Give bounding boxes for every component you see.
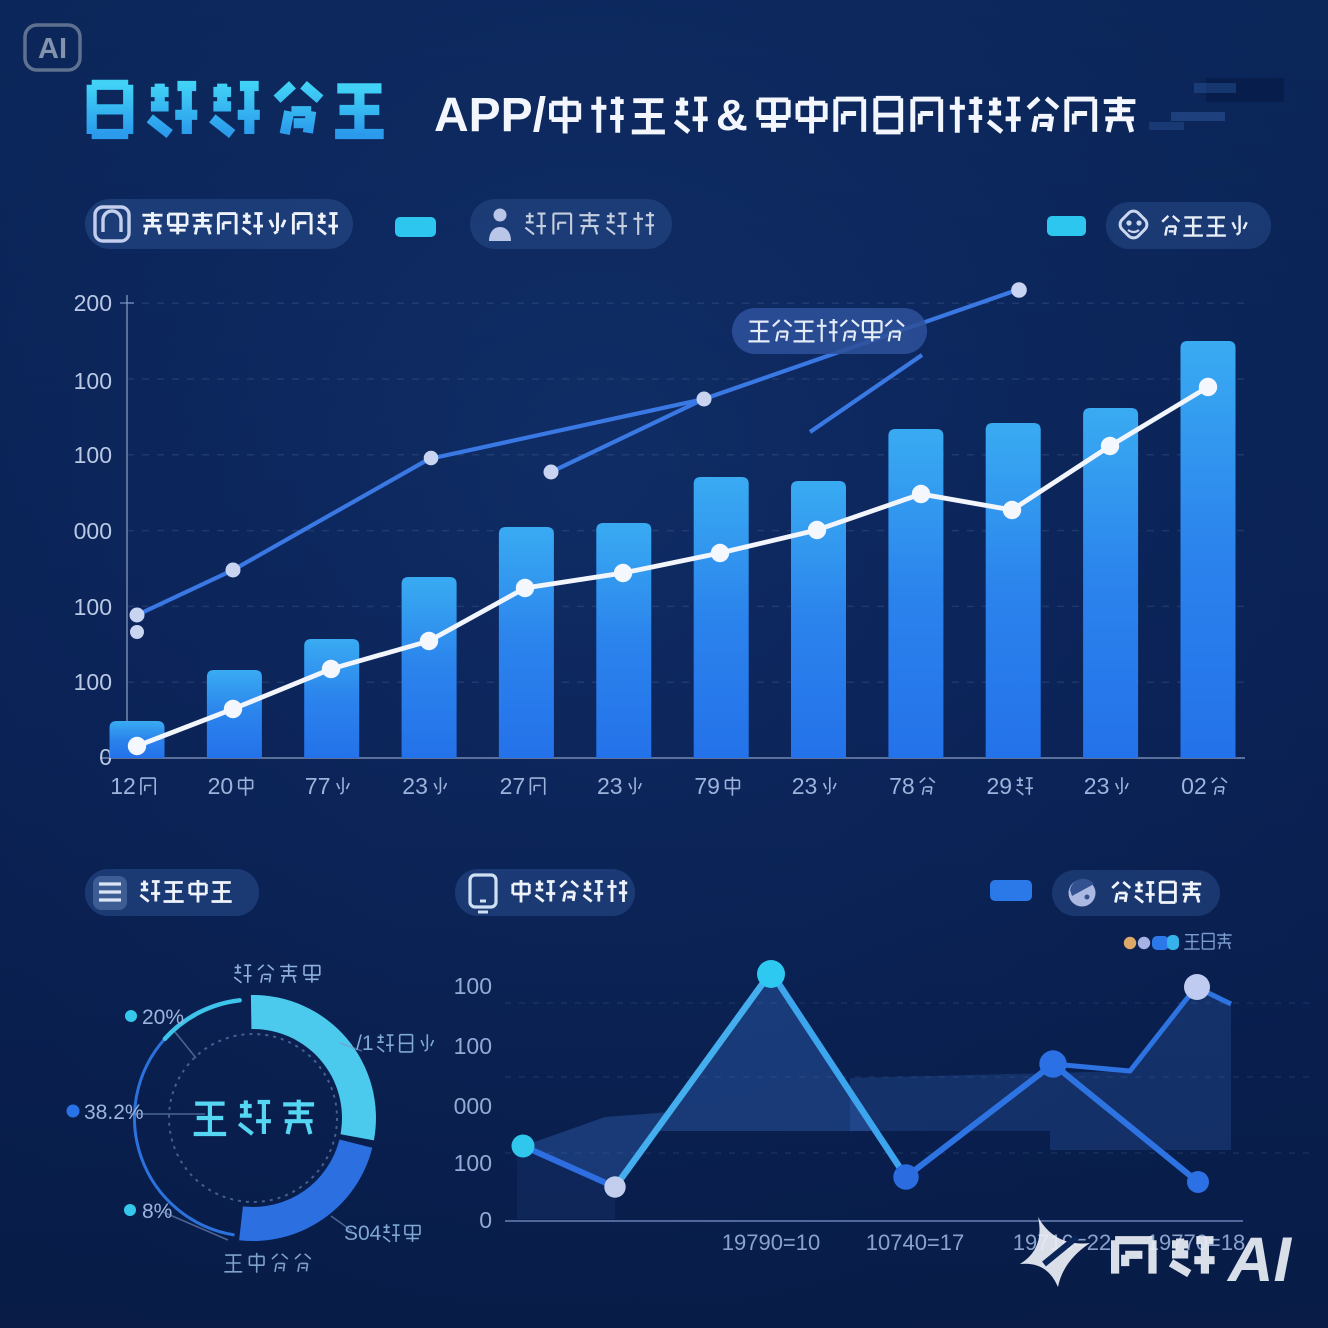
svg-text:&: & <box>716 91 748 140</box>
svg-text:27: 27 <box>500 773 526 799</box>
svg-text:78: 78 <box>889 773 915 799</box>
svg-text:12: 12 <box>110 773 136 799</box>
svg-text:100: 100 <box>454 973 492 999</box>
svg-text:AI: AI <box>38 33 67 65</box>
svg-text:100: 100 <box>74 669 112 695</box>
svg-text:000: 000 <box>454 1093 492 1119</box>
svg-text:02: 02 <box>1181 773 1207 799</box>
svg-text:29: 29 <box>986 773 1012 799</box>
svg-text:100: 100 <box>74 594 112 620</box>
svg-text:38.2%: 38.2% <box>84 1101 144 1124</box>
svg-text:/1: /1 <box>356 1032 374 1055</box>
svg-text:0: 0 <box>99 744 112 770</box>
svg-text:100: 100 <box>74 368 112 394</box>
svg-text:10740=17: 10740=17 <box>866 1230 965 1255</box>
svg-text:23: 23 <box>402 773 428 799</box>
svg-text:000: 000 <box>74 518 112 544</box>
svg-text:100: 100 <box>74 442 112 468</box>
svg-text:AI: AI <box>1226 1225 1292 1295</box>
svg-text:20: 20 <box>208 773 234 799</box>
svg-text:200: 200 <box>74 290 112 316</box>
svg-text:23: 23 <box>1084 773 1110 799</box>
svg-text:20%: 20% <box>142 1006 184 1029</box>
svg-text:79: 79 <box>694 773 720 799</box>
svg-text:19770=18: 19770=18 <box>1147 1230 1246 1255</box>
svg-text:23: 23 <box>792 773 818 799</box>
svg-text:APP/: APP/ <box>434 89 546 142</box>
svg-text:8%: 8% <box>142 1200 172 1223</box>
svg-text:77: 77 <box>305 773 331 799</box>
svg-text:23: 23 <box>597 773 623 799</box>
svg-text:0: 0 <box>479 1207 492 1233</box>
svg-text:19790=10: 19790=10 <box>722 1230 821 1255</box>
svg-text:100: 100 <box>454 1033 492 1059</box>
svg-text:100: 100 <box>454 1150 492 1176</box>
svg-text:S04: S04 <box>344 1222 382 1245</box>
